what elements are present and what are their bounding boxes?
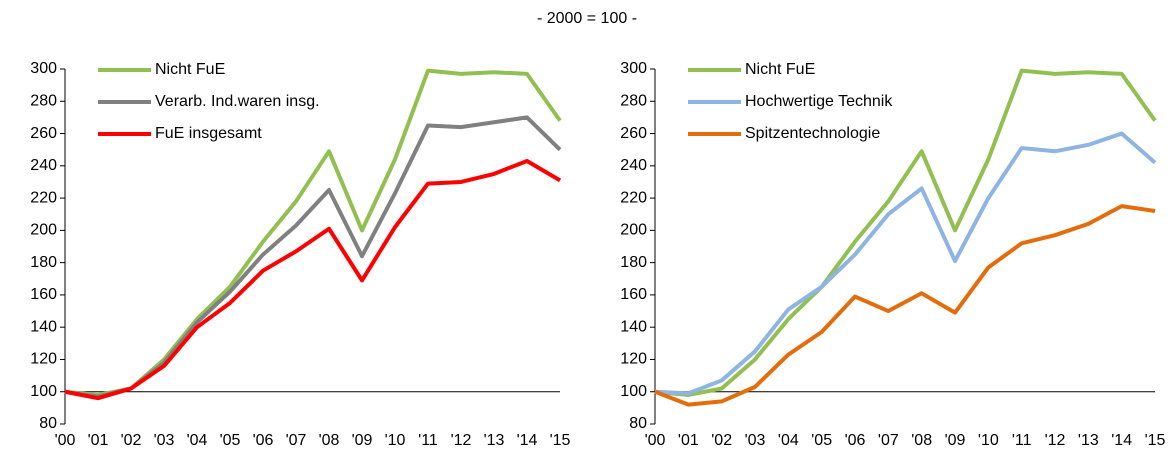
x-tick-label: '02 [711,432,732,449]
y-tick-label: 140 [620,318,647,335]
x-tick-label: '04 [187,432,208,449]
x-tick-label: '06 [845,432,866,449]
x-tick-label: '15 [1145,432,1166,449]
x-tick-label: '08 [319,432,340,449]
y-tick-label: 120 [620,351,647,368]
y-tick-label: 240 [620,157,647,174]
y-tick-label: 240 [30,157,57,174]
subtitle: - 2000 = 100 - [537,10,637,27]
x-tick-label: '11 [418,432,438,449]
series-line [64,115,562,399]
series-line [654,68,1157,397]
series-line [64,68,562,397]
legend-label: FuE insgesamt [155,125,262,142]
x-tick-label: '14 [1111,432,1132,449]
series-line [654,204,1156,407]
x-tick-label: '03 [154,432,175,449]
x-tick-label: '06 [253,432,274,449]
x-tick-label: '10 [978,432,999,449]
x-tick-label: '00 [55,432,76,449]
x-tick-label: '08 [911,432,932,449]
x-tick-label: '05 [220,432,241,449]
x-tick-label: '14 [517,432,538,449]
y-tick-label: 80 [629,415,647,432]
x-tick-label: '05 [811,432,832,449]
x-tick-label: '00 [645,432,666,449]
legend-label: Spitzentechnologie [745,125,880,142]
y-tick-label: 180 [620,254,647,271]
legend-label: Nicht FuE [155,61,225,78]
x-tick-label: '01 [88,432,109,449]
y-tick-label: 100 [620,383,647,400]
x-tick-label: '15 [550,432,571,449]
y-tick-label: 140 [30,318,57,335]
y-tick-label: 160 [30,286,57,303]
y-tick-label: 280 [620,92,647,109]
y-tick-label: 220 [620,189,647,206]
y-tick-label: 200 [30,222,57,239]
series-line [654,131,1157,396]
x-tick-label: '12 [451,432,472,449]
x-tick-label: '03 [745,432,766,449]
y-tick-label: 160 [620,286,647,303]
x-tick-label: '07 [286,432,307,449]
x-tick-label: '13 [1078,432,1099,449]
x-tick-label: '07 [878,432,899,449]
y-tick-label: 180 [30,254,57,271]
legend-label: Verarb. Ind.waren insg. [155,93,320,110]
x-tick-label: '09 [945,432,966,449]
y-tick-label: 300 [620,60,647,77]
x-tick-label: '09 [352,432,373,449]
y-tick-label: 100 [30,383,57,400]
x-tick-label: '13 [484,432,505,449]
x-tick-label: '04 [778,432,799,449]
y-tick-label: 260 [30,125,57,142]
y-tick-label: 300 [30,60,57,77]
y-tick-label: 120 [30,351,57,368]
series-line [64,158,562,401]
x-tick-label: '01 [678,432,699,449]
legend-label: Nicht FuE [745,61,815,78]
x-tick-label: '02 [121,432,142,449]
y-tick-label: 260 [620,125,647,142]
legend-label: Hochwertige Technik [745,93,893,110]
y-tick-label: 80 [39,415,57,432]
x-tick-label: '12 [1045,432,1066,449]
x-tick-label: '11 [1012,432,1032,449]
y-tick-label: 220 [30,189,57,206]
y-tick-label: 200 [620,222,647,239]
y-tick-label: 280 [30,92,57,109]
x-tick-label: '10 [385,432,406,449]
